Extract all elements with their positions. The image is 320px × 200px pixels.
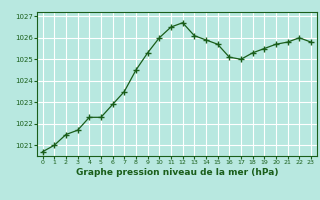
X-axis label: Graphe pression niveau de la mer (hPa): Graphe pression niveau de la mer (hPa) bbox=[76, 168, 278, 177]
